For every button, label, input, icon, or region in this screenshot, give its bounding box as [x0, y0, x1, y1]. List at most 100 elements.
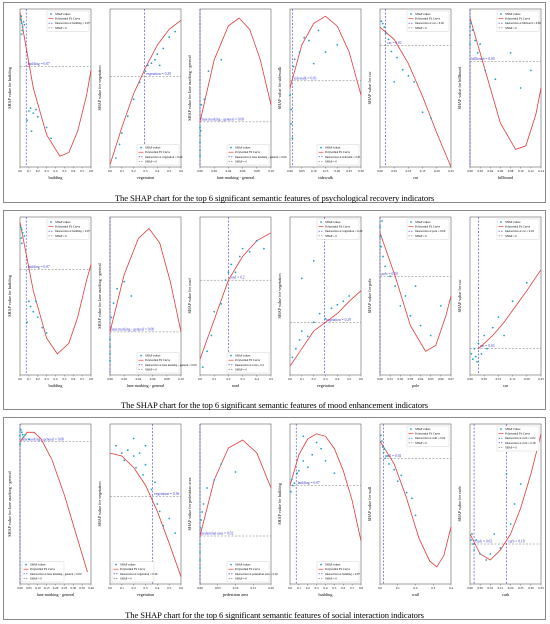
shap-point: [20, 226, 22, 229]
legend-label: Polynomial Fit Curve: [235, 358, 261, 362]
shap-point: [469, 43, 471, 45]
shap-point: [115, 157, 117, 159]
legend-label: SHAP = 0: [505, 26, 517, 30]
legend-label: SHAP = 0: [505, 234, 517, 238]
legend-label: Intersection at curb = 0.18: [505, 441, 536, 445]
shap-point: [295, 347, 297, 350]
legend-label: SHAP = 0: [55, 26, 67, 30]
shap-point: [381, 22, 384, 25]
shap-point: [199, 567, 201, 569]
legend-box: [406, 425, 450, 447]
polynomial-fit-curve: [199, 439, 272, 537]
shap-point: [470, 539, 472, 541]
legend-label: SHAP = 0: [235, 576, 247, 580]
figure-group-mood-enhancement: building = 0.07 0.0 0.1 0.2 0.3 0.4 0.5 0.6 0.7 0…: [3, 210, 546, 410]
x-axis-label: lane marking - general: [127, 383, 166, 388]
x-tick-label: 0.8: [89, 377, 93, 381]
y-axis-label: SHAP value for curb: [457, 486, 462, 521]
x-axis-label: car: [413, 175, 419, 180]
shap-point: [386, 455, 388, 457]
shap-point: [45, 332, 48, 334]
x-tick-label: 0.5: [347, 377, 351, 381]
interaction-label: vegetation = 0.29: [326, 318, 351, 322]
x-tick-label: 0.06: [240, 169, 246, 173]
legend-label: Polynomial Fit Curve: [55, 17, 81, 21]
polynomial-fit-curve: [289, 290, 362, 367]
shap-point: [409, 314, 412, 317]
legend-box: [406, 10, 450, 32]
shap-point: [120, 132, 123, 135]
shap-point: [144, 444, 147, 447]
interaction-label: pedestrian area = 0.02: [202, 532, 234, 536]
x-tick-label: 0.20: [268, 586, 274, 590]
legend-box: [316, 561, 360, 583]
shap-chart-pedestrian-area: pedestrian area = 0.02 0.00 0.05 0.10 0.15 0.…: [187, 423, 278, 597]
shap-chart-vegetation: vegetation = 0.29 0.0 0.1 0.2 0.3 0.4 0.5 0.6 ve…: [277, 216, 363, 388]
shap-point: [45, 126, 48, 129]
interaction-label: vegetation = 0.29: [146, 72, 171, 76]
shap-point: [22, 21, 25, 23]
shap-point: [22, 436, 25, 438]
shap-point: [138, 81, 141, 84]
shap-point: [470, 353, 473, 355]
legend-label: SHAP values: [415, 12, 431, 16]
legend-label: SHAP values: [145, 146, 161, 150]
shap-chart-road: road = 0.2 0.0 0.1 0.2 0.3 0.4 0.5 road SHAP val…: [187, 216, 273, 388]
interaction-label: billboard = 0.00: [472, 57, 495, 61]
x-axis-label: lane marking - general: [37, 592, 76, 597]
shap-point: [300, 330, 303, 332]
x-tick-label: 0.00: [467, 377, 473, 381]
shap-point: [290, 490, 292, 493]
legend-label: Intersection at pedestrian area = 0.02: [235, 572, 278, 576]
shap-point: [20, 228, 23, 231]
shap-point: [497, 316, 500, 318]
shap-point: [123, 459, 126, 462]
plot-area: [289, 216, 362, 376]
shap-point: [324, 51, 327, 53]
x-tick-label: 0.05: [477, 586, 483, 590]
figure-caption: The SHAP chart for the top 6 significant…: [125, 610, 424, 620]
legend-marker: [410, 428, 412, 430]
shap-point: [396, 56, 398, 59]
shap-point: [396, 480, 399, 482]
shap-point: [23, 235, 26, 237]
shap-point: [115, 444, 117, 447]
shap-point: [530, 69, 532, 72]
shap-point: [289, 94, 291, 97]
legend-label: Intersection at vegetation = 0.29: [325, 229, 363, 233]
x-tick-label: 0.06: [498, 169, 504, 173]
x-axis-label: lane marking - general: [217, 175, 256, 180]
x-tick-label: 0.05: [481, 377, 487, 381]
polynomial-fit-curve: [469, 433, 542, 561]
shap-point: [384, 32, 387, 35]
x-tick-label: 0.0: [288, 377, 292, 381]
legend-marker: [50, 221, 52, 223]
plot-area: [109, 423, 182, 585]
x-tick-label: 0.10: [268, 169, 274, 173]
x-tick-label: 0.35: [538, 586, 544, 590]
polynomial-fit-curve: [199, 17, 272, 122]
shap-point: [300, 277, 303, 280]
shap-chart-building: building = 0.07 0.0 0.1 0.2 0.3 0.4 0.5 0.6 0.7 0…: [7, 8, 93, 180]
shap-point: [29, 305, 32, 308]
legend-label: Polynomial Fit Curve: [325, 150, 351, 154]
y-axis-label: SHAP value for lane marking - general: [187, 54, 192, 120]
y-axis-label: SHAP value for vegetation: [277, 273, 282, 319]
shap-chart-lane-marking-general: lane marking - general = 0.00 0.00 0.02 0.0…: [97, 216, 197, 388]
shap-point: [381, 446, 384, 448]
x-tick-label: 0.06: [150, 377, 156, 381]
shap-point: [150, 62, 153, 65]
shap-point: [21, 29, 24, 32]
plot-area: [19, 423, 92, 585]
legend-label: SHAP = 0: [325, 159, 337, 163]
shap-point: [298, 51, 301, 53]
shap-point: [414, 285, 417, 287]
shap-point: [382, 255, 384, 258]
interaction-label: pole = 0.00: [382, 272, 399, 276]
x-tick-label: 0.20: [53, 586, 59, 590]
shap-point: [484, 69, 487, 72]
x-tick-label: 0.25: [62, 586, 68, 590]
legend-box: [46, 10, 90, 32]
